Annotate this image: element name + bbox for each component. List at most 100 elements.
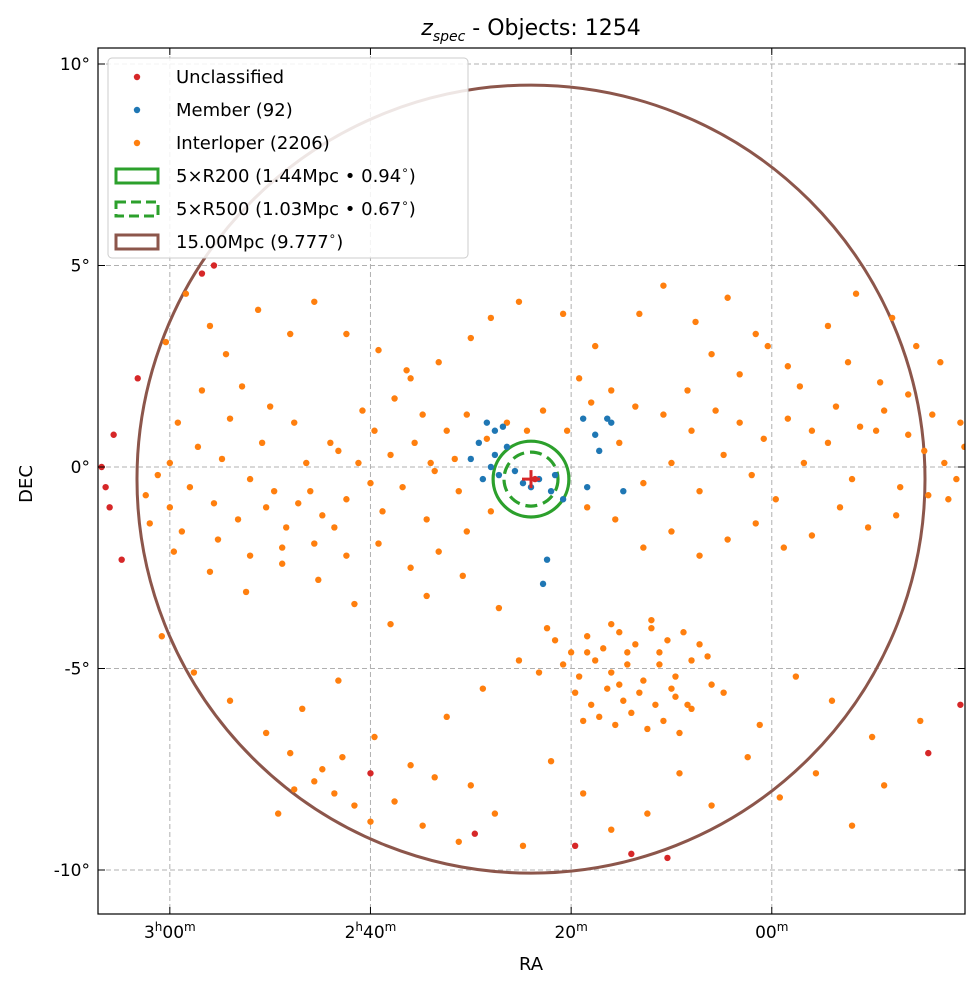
point-interloper xyxy=(961,443,965,451)
point-interloper xyxy=(696,552,703,559)
point-unclassified xyxy=(367,770,374,777)
point-interloper xyxy=(868,733,876,741)
point-interloper xyxy=(876,379,884,386)
point-interloper xyxy=(604,685,611,692)
point-unclassified xyxy=(198,270,206,277)
point-interloper xyxy=(636,689,643,696)
point-interloper xyxy=(620,697,627,704)
point-member xyxy=(547,487,555,495)
point-interloper xyxy=(311,298,318,305)
point-interloper xyxy=(559,310,567,318)
aperture-circle-3 xyxy=(135,83,927,875)
point-interloper xyxy=(367,818,374,825)
y-axis-label: DEC xyxy=(16,465,37,503)
point-interloper xyxy=(379,508,386,515)
point-interloper xyxy=(744,753,751,761)
point-interloper xyxy=(896,483,904,491)
point-interloper xyxy=(387,451,394,459)
point-interloper xyxy=(311,540,318,547)
point-unclassified xyxy=(664,854,671,862)
point-interloper xyxy=(660,411,667,418)
point-interloper xyxy=(852,290,860,297)
point-interloper xyxy=(592,657,599,664)
point-interloper xyxy=(752,520,759,527)
point-interloper xyxy=(319,766,326,773)
point-interloper xyxy=(724,294,731,301)
point-interloper xyxy=(844,359,852,366)
point-interloper xyxy=(543,625,551,632)
point-interloper xyxy=(632,641,639,648)
point-interloper xyxy=(495,604,503,612)
point-interloper xyxy=(684,701,691,708)
y-tick-label: -5° xyxy=(65,660,90,680)
point-interloper xyxy=(680,629,687,636)
point-interloper xyxy=(973,480,979,486)
x-axis-label: RA xyxy=(519,954,544,975)
point-interloper xyxy=(327,439,334,447)
point-interloper xyxy=(648,616,655,624)
point-interloper xyxy=(913,342,920,350)
point-interloper xyxy=(523,427,531,434)
point-interloper xyxy=(246,552,254,559)
point-unclassified xyxy=(925,749,932,757)
point-interloper xyxy=(287,749,294,757)
point-interloper xyxy=(467,334,475,342)
point-member xyxy=(503,443,511,451)
point-interloper xyxy=(567,649,575,656)
point-interloper xyxy=(696,641,703,648)
point-interloper xyxy=(579,717,587,725)
point-interloper xyxy=(664,637,671,644)
x-tick-label: 20m xyxy=(554,920,587,943)
point-interloper xyxy=(632,403,639,410)
point-interloper xyxy=(311,778,318,785)
point-interloper xyxy=(174,419,182,426)
point-unclassified xyxy=(571,842,579,850)
point-interloper xyxy=(423,592,430,600)
point-interloper xyxy=(451,455,458,463)
point-interloper xyxy=(684,387,691,394)
point-interloper xyxy=(925,492,932,499)
aperture-circles xyxy=(135,83,927,875)
point-member xyxy=(491,427,499,434)
aperture-circle-2 xyxy=(502,450,560,508)
y-tick-label: 0° xyxy=(71,458,90,478)
point-interloper xyxy=(784,415,792,422)
point-interloper xyxy=(487,314,495,322)
point-interloper xyxy=(198,387,206,394)
point-interloper xyxy=(752,330,759,338)
point-interloper xyxy=(551,637,559,644)
point-interloper xyxy=(608,387,615,394)
point-interloper xyxy=(435,359,442,366)
point-interloper xyxy=(660,717,667,725)
point-interloper xyxy=(258,439,266,447)
point-interloper xyxy=(210,500,218,507)
point-interloper xyxy=(640,544,647,551)
point-interloper xyxy=(624,661,631,668)
point-interloper xyxy=(166,504,174,511)
point-interloper xyxy=(800,459,808,467)
point-interloper xyxy=(828,697,836,704)
point-interloper xyxy=(291,419,298,426)
point-interloper xyxy=(262,504,270,511)
point-interloper xyxy=(969,456,975,462)
point-member xyxy=(559,496,567,503)
point-member xyxy=(608,419,615,426)
point-interloper xyxy=(170,548,178,555)
point-interloper xyxy=(824,322,832,330)
point-interloper xyxy=(587,399,595,406)
point-interloper xyxy=(351,600,358,608)
point-interloper xyxy=(644,810,651,817)
legend-marker xyxy=(133,106,141,114)
aperture-circle-1 xyxy=(491,439,571,519)
point-interloper xyxy=(587,701,595,708)
point-interloper xyxy=(270,487,278,495)
point-interloper xyxy=(708,802,715,809)
point-member xyxy=(551,471,559,479)
point-interloper xyxy=(720,689,727,696)
point-interloper xyxy=(242,588,250,596)
point-interloper xyxy=(419,411,426,418)
point-interloper xyxy=(403,367,410,374)
point-interloper xyxy=(953,475,960,483)
point-unclassified xyxy=(957,701,964,708)
